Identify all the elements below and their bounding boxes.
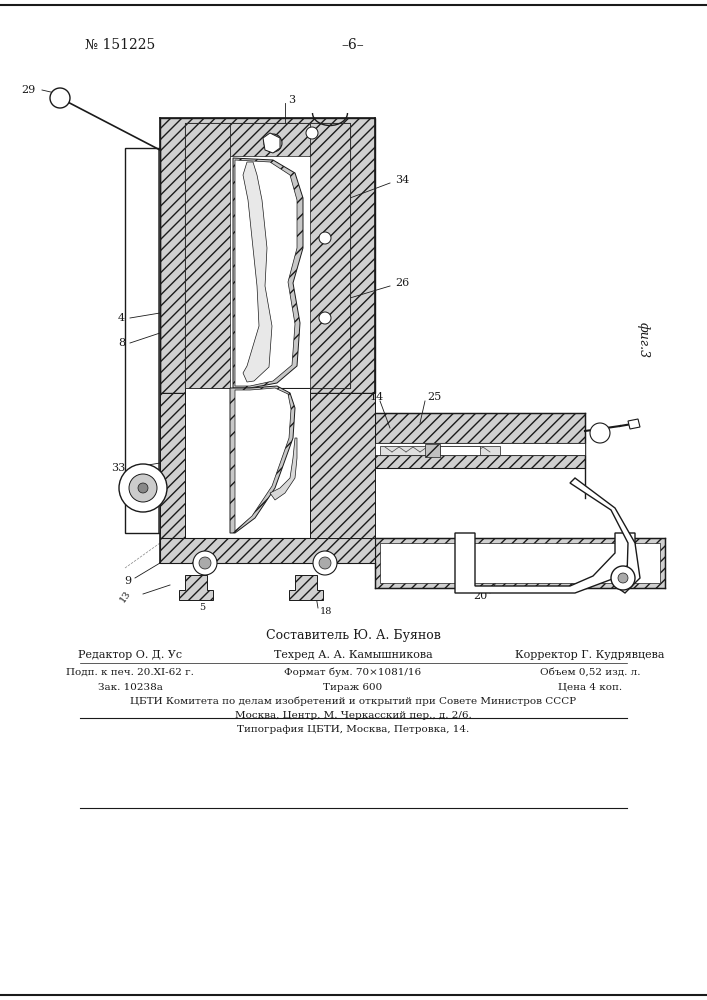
Circle shape [319,312,331,324]
Text: 4: 4 [118,313,125,323]
Text: фиг.3: фиг.3 [636,322,650,358]
Circle shape [129,474,157,502]
Circle shape [313,551,337,575]
Text: Формат бум. 70×1081/16: Формат бум. 70×1081/16 [284,667,421,677]
Circle shape [319,557,331,569]
Circle shape [193,551,217,575]
Polygon shape [243,162,272,382]
Text: Подп. к печ. 20.XI-62 г.: Подп. к печ. 20.XI-62 г. [66,668,194,676]
Polygon shape [179,575,213,600]
Circle shape [50,88,70,108]
Circle shape [611,566,635,590]
Polygon shape [425,444,440,457]
Text: 8: 8 [118,338,125,348]
Polygon shape [185,123,350,388]
Text: 34: 34 [395,175,409,185]
Text: 9: 9 [124,576,131,586]
Polygon shape [160,393,185,538]
Polygon shape [375,538,665,588]
Text: № 151225: № 151225 [85,38,156,52]
Circle shape [269,139,277,147]
Text: Редактор О. Д. Ус: Редактор О. Д. Ус [78,650,182,660]
Text: Москва, Центр, М. Черкасский пер., д. 2/6.: Москва, Центр, М. Черкасский пер., д. 2/… [235,710,472,720]
Text: 33: 33 [111,463,125,473]
Text: Цена 4 коп.: Цена 4 коп. [558,682,622,692]
Text: Тираж 600: Тираж 600 [323,682,382,692]
Polygon shape [233,158,303,388]
Polygon shape [289,575,323,600]
Text: Зак. 10238а: Зак. 10238а [98,682,163,692]
Text: 25: 25 [427,392,441,402]
Polygon shape [230,123,310,156]
Polygon shape [628,419,640,429]
Circle shape [264,134,282,152]
Polygon shape [380,446,500,455]
Text: 29: 29 [22,85,36,95]
Polygon shape [310,393,375,538]
Polygon shape [455,533,635,593]
Text: ЦБТИ Комитета по делам изобретений и открытий при Совете Министров СССР: ЦБТИ Комитета по делам изобретений и отк… [130,696,576,706]
Polygon shape [230,386,295,533]
Polygon shape [125,148,160,533]
Text: 3: 3 [288,95,295,105]
Circle shape [199,557,211,569]
Polygon shape [375,443,585,455]
Polygon shape [235,160,297,386]
Text: Объем 0,52 изд. л.: Объем 0,52 изд. л. [539,668,641,676]
Polygon shape [310,123,350,388]
Polygon shape [570,478,640,593]
Polygon shape [160,538,375,563]
Polygon shape [235,388,291,531]
Polygon shape [375,455,585,468]
Text: 13: 13 [119,588,133,604]
Text: 18: 18 [320,606,332,615]
Text: Типография ЦБТИ, Москва, Петровка, 14.: Типография ЦБТИ, Москва, Петровка, 14. [237,726,469,734]
Text: 20: 20 [473,591,487,601]
Polygon shape [380,543,660,583]
Text: Составитель Ю. А. Буянов: Составитель Ю. А. Буянов [266,630,440,643]
Text: Корректор Г. Кудрявцева: Корректор Г. Кудрявцева [515,650,665,660]
Text: 14: 14 [370,392,384,402]
Circle shape [306,127,318,139]
Polygon shape [440,446,480,455]
Circle shape [618,573,628,583]
Polygon shape [185,123,230,388]
Polygon shape [185,388,310,538]
Text: Техред А. А. Камышникова: Техред А. А. Камышникова [274,650,433,660]
Text: –6–: –6– [341,38,364,52]
Polygon shape [270,438,297,500]
Polygon shape [263,133,280,153]
Circle shape [138,483,148,493]
Polygon shape [160,118,375,393]
Text: 26: 26 [395,278,409,288]
Circle shape [590,423,610,443]
Circle shape [319,232,331,244]
Text: 5: 5 [199,603,205,612]
Polygon shape [375,413,585,443]
Circle shape [119,464,167,512]
